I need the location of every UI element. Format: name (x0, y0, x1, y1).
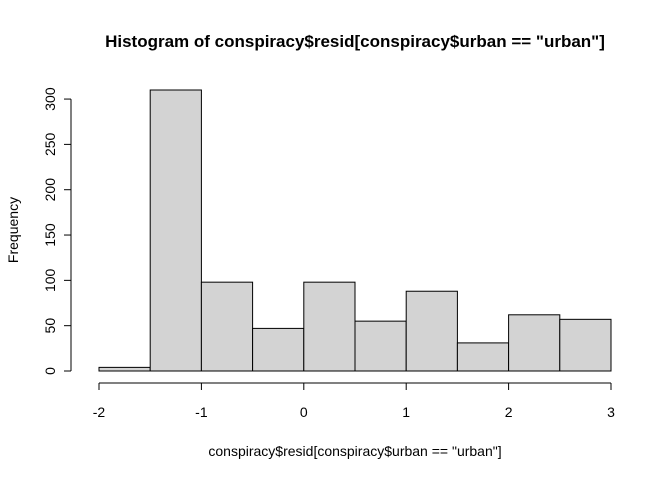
y-tick-label: 250 (42, 132, 58, 156)
x-tick-label: 1 (402, 404, 410, 420)
histogram-bar (149, 89, 202, 372)
x-tick-label: 3 (607, 404, 615, 420)
y-tick-label: 150 (42, 223, 58, 247)
x-tick-label: 2 (505, 404, 513, 420)
histogram-bar (405, 290, 458, 372)
x-tick-label: 0 (300, 404, 308, 420)
y-tick-label: 0 (42, 367, 58, 375)
histogram-bar (252, 327, 305, 372)
histogram-bar (354, 320, 407, 372)
y-axis: 0 50 100 150 200 250 300 (42, 87, 72, 375)
y-tick-label: 200 (42, 178, 58, 202)
x-tick-label: -2 (93, 404, 106, 420)
x-tick-label: -1 (195, 404, 208, 420)
y-tick-label: 100 (42, 268, 58, 292)
histogram-bar (200, 281, 254, 372)
chart-title: Histogram of conspiracy$resid[conspiracy… (105, 32, 605, 51)
x-axis-label: conspiracy$resid[conspiracy$urban == "ur… (208, 443, 501, 459)
histogram-bars (98, 89, 612, 372)
y-axis-label: Frequency (5, 197, 21, 263)
histogram-bar (98, 366, 151, 372)
histogram-bar (508, 314, 561, 372)
histogram-bar (559, 318, 612, 372)
y-tick-label: 50 (42, 318, 58, 334)
histogram-bar (456, 342, 510, 372)
histogram-bar (303, 281, 356, 372)
y-tick-label: 300 (42, 87, 58, 111)
x-axis: -2 -1 0 1 2 3 (93, 382, 615, 420)
